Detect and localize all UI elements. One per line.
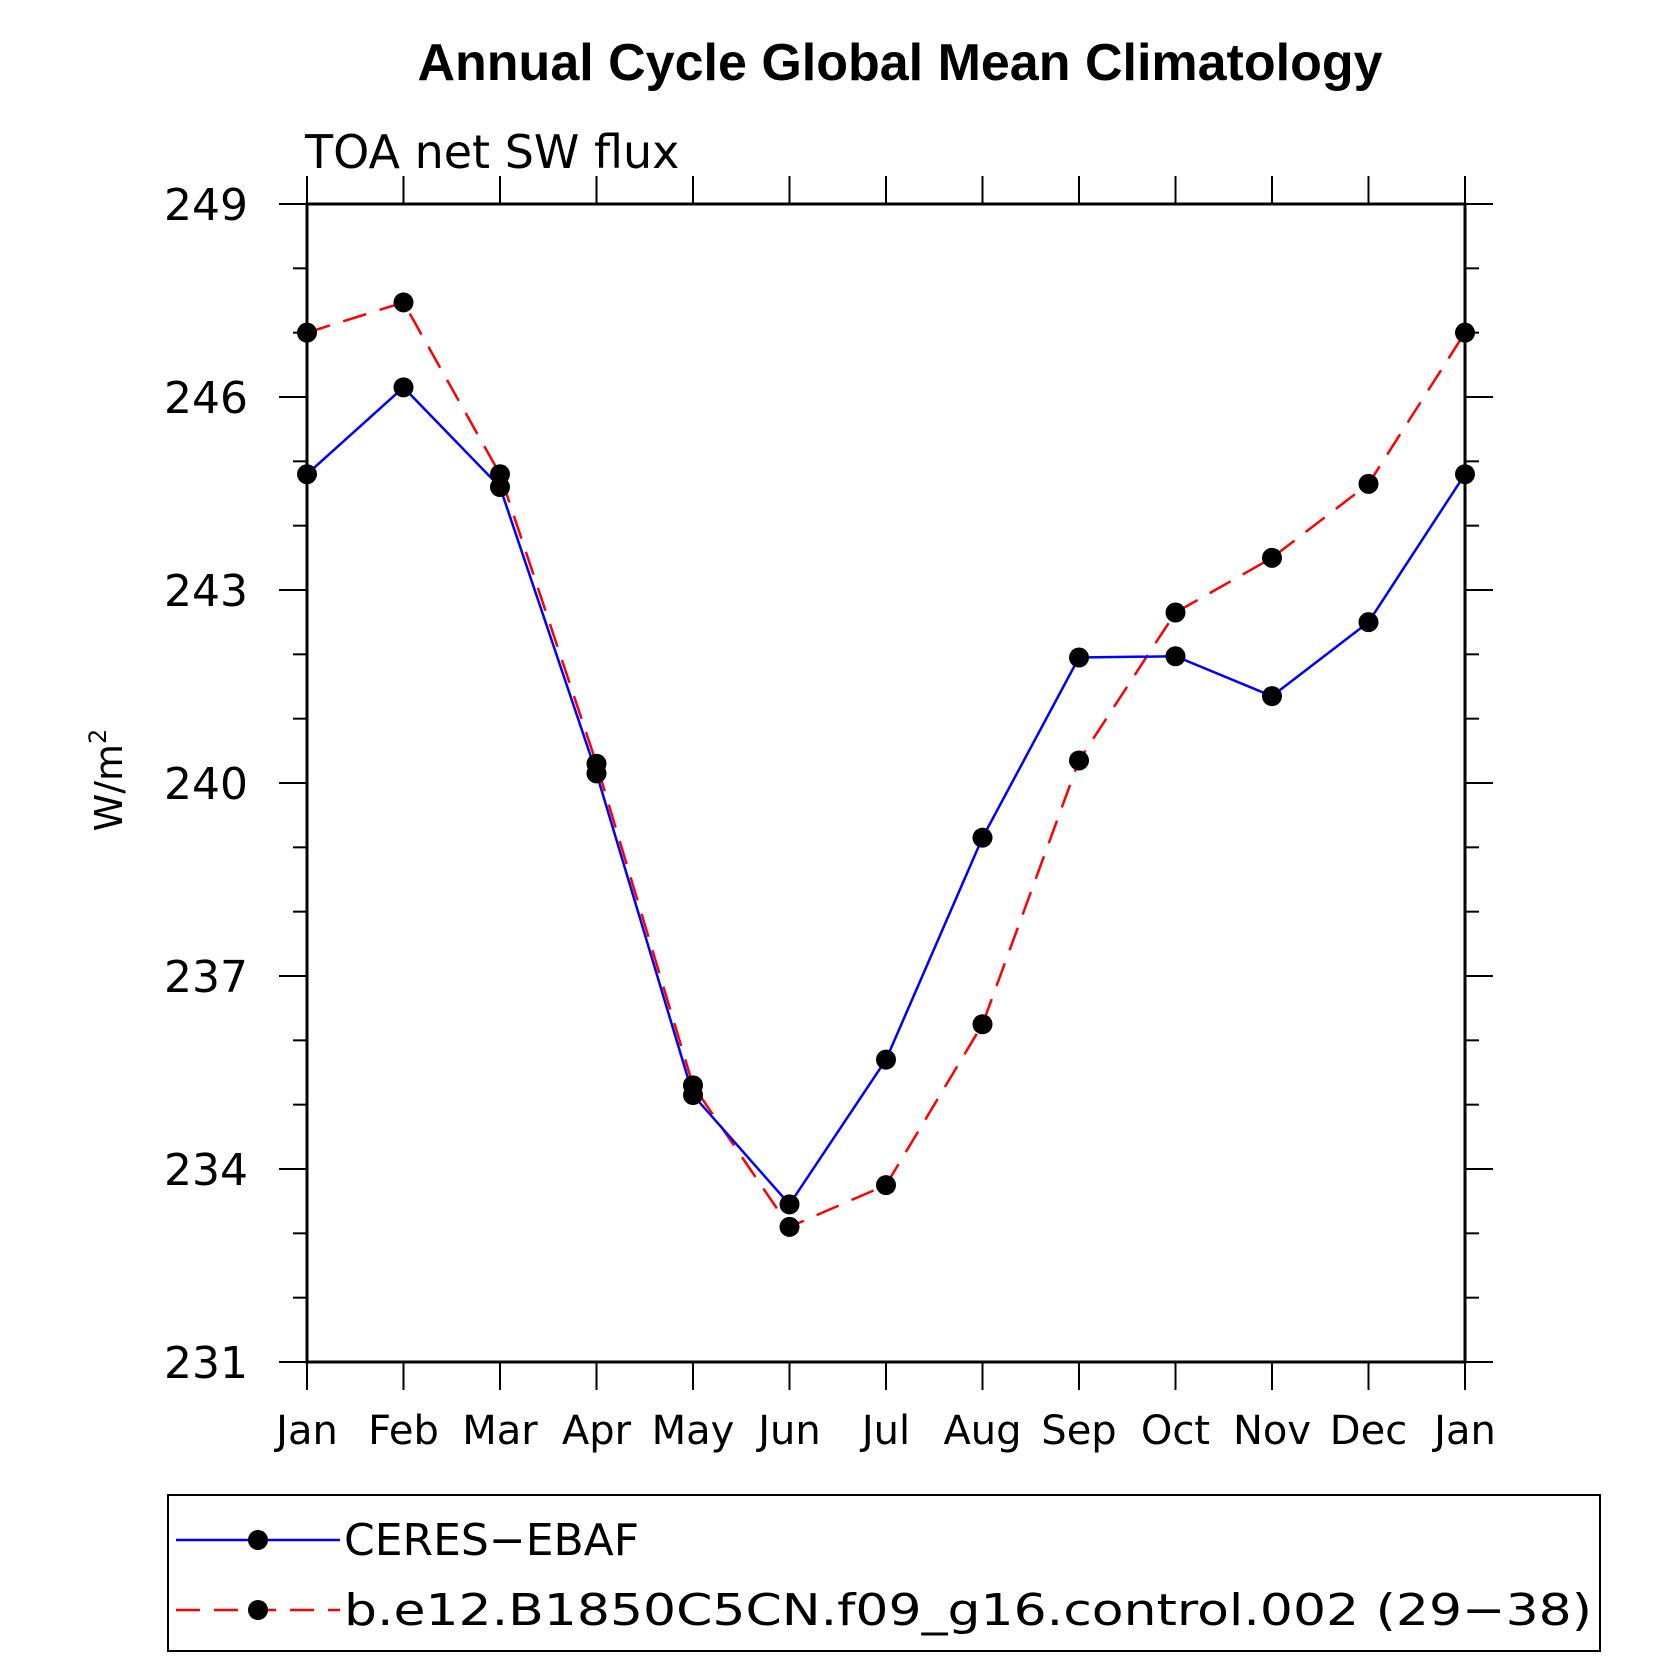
data-point: [779, 1216, 800, 1237]
y-tick-labels: 231 234 237 240 243 246 249: [164, 180, 248, 1389]
data-point: [683, 1075, 703, 1096]
x-tick-label: Sep: [1041, 1408, 1116, 1454]
x-tick-labels: Jan Feb Mar Apr May Jun Jul Aug Sep Oct Nov Dec Jan: [273, 1408, 1496, 1454]
data-point: [1165, 602, 1186, 623]
data-point: [1455, 322, 1475, 343]
data-point: [297, 322, 317, 343]
legend: CERES−EBAF b.e12.B1850C5CN.f09_g16.contro…: [167, 1494, 1601, 1652]
data-point: [1069, 750, 1089, 771]
data-point: [393, 377, 414, 398]
legend-label: CERES−EBAF: [344, 1515, 639, 1566]
x-tick-label: May: [652, 1408, 735, 1454]
data-point: [393, 292, 414, 313]
x-tick-label: Jan: [273, 1408, 338, 1454]
y-axis-label-superscript: 2: [84, 729, 112, 744]
data-point: [876, 1049, 896, 1070]
data-point: [779, 1194, 800, 1215]
x-tick-label: Jul: [859, 1408, 910, 1454]
y-tick-label: 234: [164, 1145, 248, 1196]
legend-frame: [167, 1494, 1601, 1652]
data-point: [972, 1014, 993, 1035]
x-tick-label: Mar: [462, 1408, 538, 1454]
legend-marker: [248, 1530, 268, 1550]
data-point: [1069, 647, 1089, 668]
legend-label: b.e12.B1850C5CN.f09_g16.control.002 (29−…: [344, 1585, 1592, 1636]
data-point: [1262, 686, 1282, 707]
y-tick-label: 249: [164, 180, 248, 231]
series-line: [306, 385, 1467, 1207]
series-lines: [306, 300, 1467, 1229]
x-tick-label: Feb: [368, 1408, 439, 1454]
x-tick-label: Aug: [943, 1408, 1021, 1454]
chart-title: Annual Cycle Global Mean Climatology: [417, 34, 1382, 92]
data-point: [876, 1175, 896, 1196]
data-point: [1262, 547, 1282, 568]
data-point: [586, 753, 607, 774]
svg-text:W/m2: W/m2: [84, 729, 131, 832]
legend-entries: CERES−EBAF b.e12.B1850C5CN.f09_g16.contro…: [176, 1515, 1592, 1636]
data-point: [1455, 464, 1475, 485]
legend-marker: [248, 1600, 268, 1620]
axis-ticks: [279, 176, 1493, 1390]
x-tick-label: Apr: [562, 1408, 632, 1454]
y-axis-label: W/m2: [84, 729, 131, 832]
data-point: [972, 827, 993, 848]
y-tick-label: 237: [164, 952, 248, 1003]
x-tick-label: Dec: [1330, 1408, 1407, 1454]
x-tick-label: Nov: [1233, 1408, 1311, 1454]
data-point: [1358, 612, 1379, 633]
y-tick-label: 246: [164, 373, 248, 424]
x-tick-label: Jan: [1431, 1408, 1496, 1454]
data-point: [1165, 646, 1186, 667]
data-point: [1358, 473, 1379, 494]
y-tick-label: 231: [164, 1338, 248, 1389]
series-line: [306, 300, 1467, 1229]
x-tick-label: Jun: [755, 1408, 821, 1454]
chart-subtitle: TOA net SW flux: [304, 125, 679, 179]
data-point: [297, 464, 317, 485]
y-axis-label-text: W/m: [87, 744, 131, 831]
data-point: [490, 464, 510, 485]
x-tick-label: Oct: [1141, 1408, 1210, 1454]
y-tick-label: 240: [164, 759, 248, 810]
series-markers: [297, 292, 1475, 1237]
y-tick-label: 243: [164, 566, 248, 617]
